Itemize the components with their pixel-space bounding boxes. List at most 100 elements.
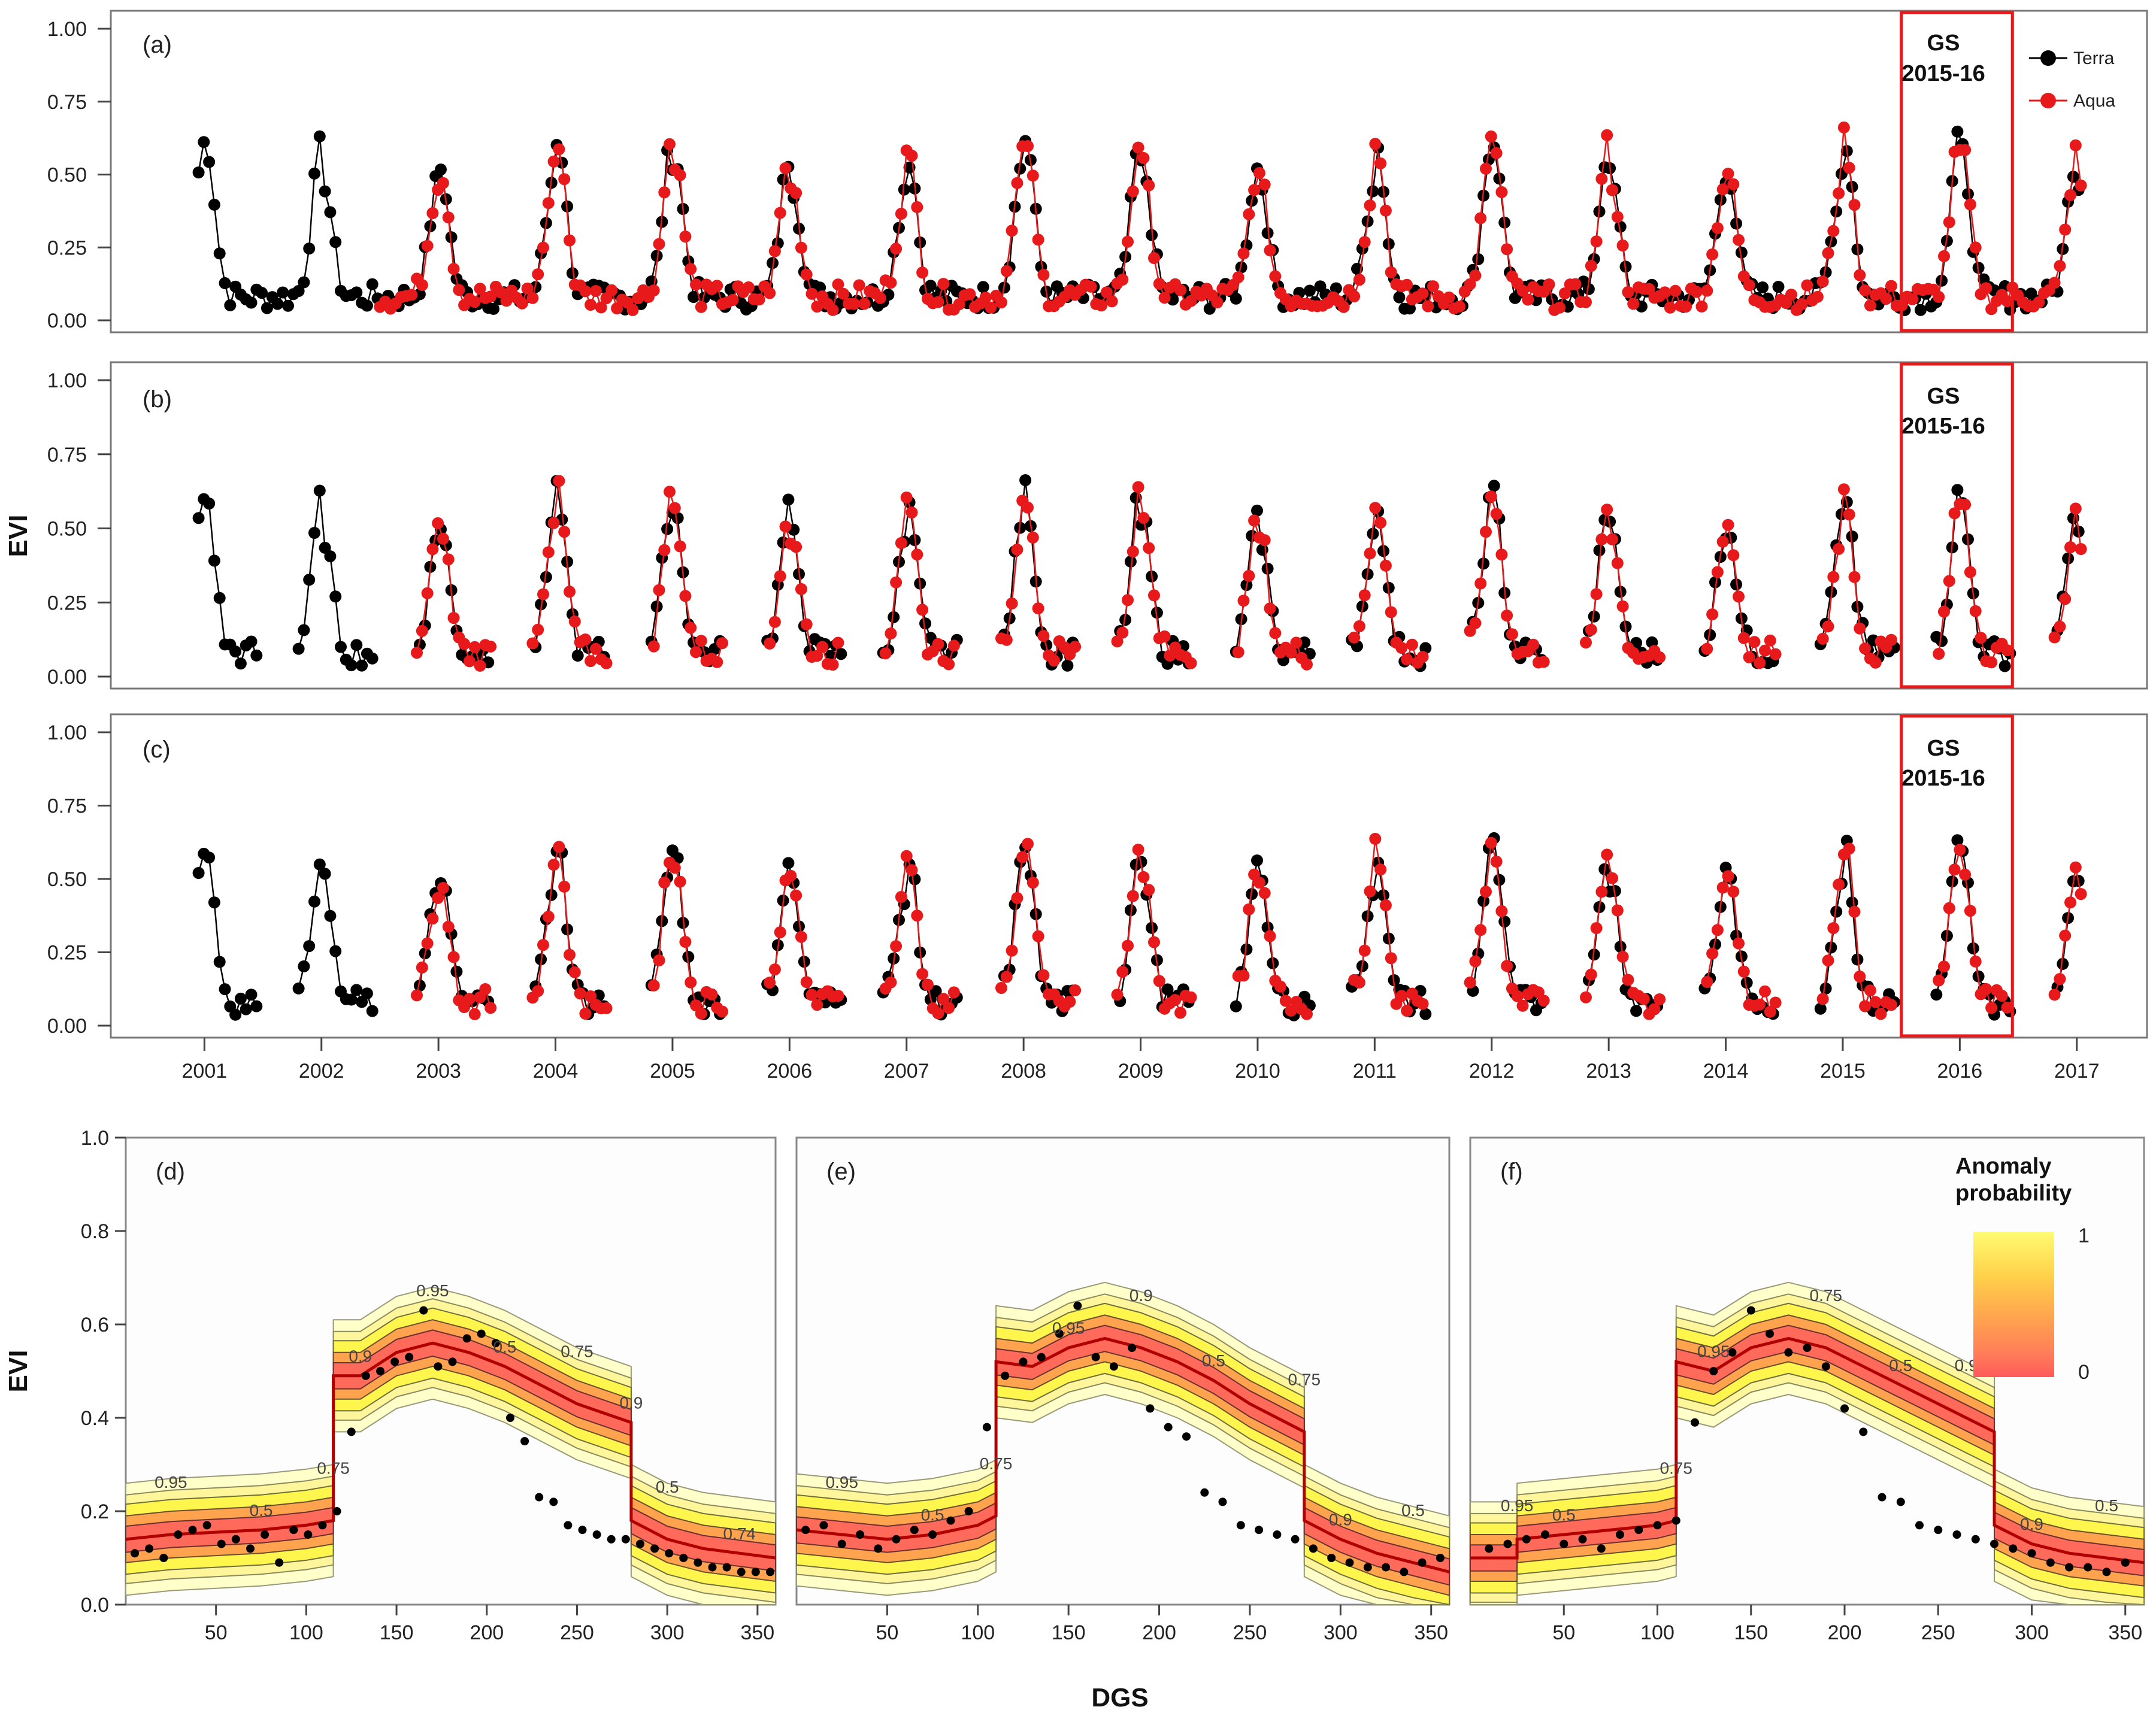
observation-point — [1001, 1371, 1010, 1380]
aqua-point — [2064, 541, 2076, 553]
aqua-point — [1495, 186, 1508, 198]
aqua-point — [1480, 162, 1492, 175]
terra-point — [1488, 480, 1500, 492]
terra-point — [1604, 516, 1616, 528]
observation-point — [332, 1507, 341, 1515]
aqua-point — [1580, 296, 1592, 308]
terra-point — [261, 302, 273, 314]
aqua-point — [1185, 657, 1197, 669]
aqua-point — [1943, 216, 1955, 229]
aqua-point — [2001, 295, 2013, 308]
observation-point — [145, 1544, 154, 1553]
aqua-point — [579, 633, 592, 645]
aqua-point — [1616, 600, 1629, 613]
x-tick-label: 350 — [2108, 1621, 2142, 1644]
contour-label: 0.9 — [2020, 1515, 2043, 1533]
terra-point — [1477, 557, 1490, 570]
observation-point — [766, 1568, 774, 1576]
terra-point — [329, 945, 342, 957]
aqua-point — [1143, 542, 1155, 554]
aqua-point — [1069, 984, 1082, 996]
terra-point — [1014, 162, 1026, 175]
observation-point — [1345, 1558, 1354, 1567]
aqua-point — [1374, 517, 1387, 529]
terra-point — [213, 592, 226, 604]
terra-point — [682, 951, 695, 963]
aqua-point — [953, 298, 965, 310]
terra-point — [777, 173, 789, 186]
x-tick-label: 200 — [1828, 1621, 1862, 1644]
aqua-point — [1843, 508, 1855, 521]
aqua-point — [600, 1002, 613, 1014]
aqua-point — [1127, 545, 1139, 558]
aqua-point — [1122, 594, 1134, 607]
aqua-point — [947, 986, 960, 999]
terra-point — [335, 641, 347, 653]
aqua-point — [1474, 577, 1487, 590]
aqua-point — [1980, 282, 1993, 295]
terra-point — [793, 920, 805, 933]
terra-point — [1240, 943, 1253, 956]
aqua-point — [1859, 642, 1872, 655]
observation-point — [1522, 1535, 1531, 1544]
aqua-point — [2075, 888, 2087, 901]
aqua-point — [1585, 260, 1597, 272]
observation-point — [1182, 1432, 1191, 1441]
observation-point — [1784, 1348, 1793, 1357]
y-tick-label: 0.75 — [47, 444, 87, 466]
aqua-point — [1658, 286, 1671, 299]
aqua-point — [890, 940, 903, 953]
aqua-point — [832, 278, 844, 291]
contour-label: 0.5 — [2095, 1496, 2118, 1515]
y-tick-label: 1.00 — [47, 369, 87, 392]
contour-label: 0.75 — [1288, 1370, 1321, 1388]
aqua-point — [985, 301, 997, 314]
colorbar-title-1: Anomaly — [1955, 1154, 2051, 1179]
aqua-point — [1948, 863, 1961, 876]
observation-point — [159, 1554, 168, 1562]
aqua-point — [1047, 654, 1060, 667]
aqua-point — [437, 882, 449, 894]
y-tick-label: 1.0 — [81, 1127, 109, 1150]
aqua-point — [1580, 991, 1592, 1003]
aqua-point — [1875, 1008, 1887, 1020]
terra-point — [277, 286, 289, 299]
aqua-point — [800, 618, 813, 630]
aqua-point — [1743, 651, 1755, 663]
aqua-point — [2075, 179, 2087, 192]
aqua-point — [1701, 976, 1713, 988]
terra-point — [1019, 474, 1032, 486]
terra-point — [192, 867, 205, 879]
aqua-point — [1601, 848, 1613, 861]
terra-point — [1614, 220, 1627, 233]
aqua-point — [1085, 280, 1097, 293]
aqua-point — [626, 304, 639, 316]
legend-terra-label: Terra — [2073, 48, 2115, 68]
aqua-point — [1669, 284, 1682, 297]
aqua-point — [1422, 300, 1434, 313]
aqua-point — [916, 968, 929, 980]
aqua-point — [558, 880, 571, 893]
aqua-point — [847, 298, 860, 310]
panel-a-series — [192, 121, 2087, 316]
aqua-point — [2054, 260, 2066, 272]
terra-point — [1630, 1005, 1643, 1017]
aqua-point — [1185, 295, 1197, 307]
aqua-point — [1885, 633, 1897, 646]
aqua-point — [1585, 968, 1597, 981]
aqua-point — [405, 289, 418, 301]
aqua-point — [1026, 531, 1039, 544]
x-tick-label: 350 — [1414, 1621, 1448, 1644]
contour-label: 0.5 — [1552, 1506, 1576, 1524]
x-tick-label: 300 — [650, 1621, 685, 1644]
aqua-point — [526, 292, 539, 304]
panel-b-yticks: 0.00 0.25 0.50 0.75 1.00 — [47, 369, 111, 689]
observation-point — [819, 1521, 828, 1530]
aqua-point — [1754, 657, 1766, 669]
terra-point — [688, 291, 700, 303]
aqua-point — [1022, 140, 1034, 152]
aqua-point — [474, 659, 486, 672]
aqua-point — [1859, 1000, 1872, 1012]
aqua-point — [1737, 965, 1750, 978]
aqua-point — [2001, 644, 2013, 657]
